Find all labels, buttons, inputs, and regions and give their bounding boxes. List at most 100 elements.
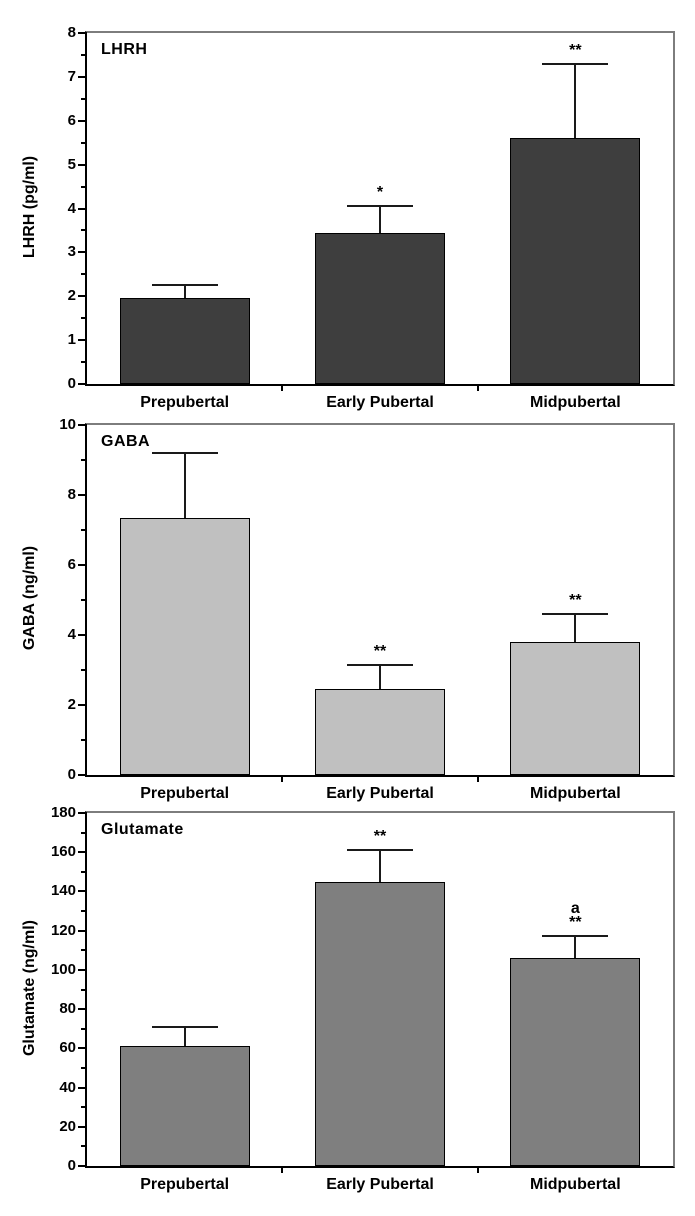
- y-tick-label: 0: [67, 766, 76, 783]
- y-minor-tick: [81, 669, 87, 671]
- y-tick-label: 6: [67, 556, 76, 573]
- y-tick-label: 8: [67, 486, 76, 503]
- y-tick-label: 3: [67, 243, 76, 261]
- y-minor-tick: [81, 361, 87, 364]
- y-major-tick: [78, 75, 87, 78]
- y-tick-label: 40: [59, 1078, 76, 1096]
- significance-annotation: **: [330, 642, 430, 660]
- y-major-tick: [78, 251, 87, 254]
- y-minor-tick: [81, 229, 87, 232]
- y-tick-label: 2: [67, 696, 76, 713]
- y-minor-tick: [81, 1027, 87, 1030]
- error-bar-cap: [151, 452, 218, 454]
- plot-area: Glutamate 0 20 40 60 80 100 120 140 160 180 ** a **: [51, 804, 675, 1174]
- y-minor-tick: [81, 831, 87, 834]
- error-bar-cap: [542, 62, 609, 65]
- error-bar-stem: [379, 664, 381, 690]
- x-category-label: Early Pubertal: [326, 394, 434, 411]
- x-category-label: Midpubertal: [529, 394, 621, 411]
- y-major-tick: [78, 119, 87, 122]
- x-tick: [281, 386, 284, 391]
- y-major-tick: [78, 812, 87, 814]
- y-major-tick: [78, 1165, 87, 1167]
- y-minor-tick: [81, 317, 87, 320]
- error-bar-cap: [542, 613, 609, 615]
- error-bar-stem: [183, 285, 186, 299]
- bar-midpubertal: [510, 138, 641, 384]
- chart-panel-gaba: GABA (ng/ml) GABA 0 2 4 6 8 10 ** ** Prepuberta…: [0, 416, 695, 818]
- y-minor-tick: [81, 1145, 87, 1148]
- y-major-tick: [78, 1125, 87, 1128]
- significance-annotation-line: **: [569, 41, 582, 59]
- x-tick: [281, 1168, 284, 1173]
- bar-early-pubertal: [315, 232, 445, 384]
- y-tick-label: 4: [67, 199, 76, 217]
- y-tick-label: 8: [67, 24, 76, 41]
- y-tick-label: 5: [67, 155, 76, 173]
- y-tick-label: 100: [50, 960, 76, 978]
- y-tick-label: 6: [67, 111, 76, 129]
- y-tick-label: 4: [67, 626, 76, 643]
- error-bar-stem: [379, 850, 381, 882]
- significance-annotation: **: [525, 41, 625, 59]
- y-axis-label: Glutamate (ng/ml): [21, 919, 38, 1056]
- y-tick-label: 180: [50, 804, 76, 821]
- significance-annotation-line: **: [373, 828, 387, 846]
- error-bar-cap: [151, 1025, 218, 1028]
- y-minor-tick: [81, 739, 87, 741]
- significance-annotation: **: [525, 593, 625, 609]
- y-major-tick: [78, 207, 87, 210]
- y-major-tick: [78, 295, 87, 298]
- significance-annotation-line: *: [376, 184, 384, 202]
- bar-prepubertal: [119, 1046, 250, 1166]
- y-tick-label: 80: [59, 1000, 76, 1018]
- y-tick-label: 140: [50, 882, 76, 900]
- significance-annotation-line: a: [570, 899, 580, 917]
- y-minor-tick: [81, 1106, 87, 1109]
- y-tick-label: 160: [50, 843, 76, 861]
- y-major-tick: [78, 634, 87, 636]
- y-minor-tick: [81, 185, 87, 188]
- error-bar-stem: [183, 453, 186, 518]
- error-bar-cap: [542, 934, 609, 937]
- y-minor-tick: [81, 97, 87, 100]
- y-major-tick: [78, 968, 87, 971]
- x-tick: [281, 777, 284, 782]
- y-major-tick: [78, 890, 87, 893]
- y-major-tick: [78, 1008, 87, 1011]
- x-category-label: Early Pubertal: [326, 1176, 434, 1193]
- plot-title: LHRH: [101, 41, 148, 58]
- significance-annotation: a **: [525, 900, 625, 930]
- chart-panel-lhrh: LHRH (pg/ml) LHRH 0 1 2 3 4 5 6 7 8 * ** Prepubert…: [0, 24, 695, 427]
- y-minor-tick: [81, 988, 87, 991]
- bar-prepubertal: [119, 517, 250, 775]
- error-bar-stem: [574, 935, 577, 959]
- bar-early-pubertal: [315, 689, 445, 775]
- error-bar-cap: [347, 849, 413, 852]
- bar-midpubertal: [510, 642, 641, 775]
- x-tick: [476, 1168, 479, 1173]
- y-major-tick: [78, 1047, 87, 1050]
- x-tick: [476, 386, 479, 391]
- error-bar-cap: [347, 205, 413, 208]
- y-minor-tick: [81, 910, 87, 913]
- y-tick-label: 60: [59, 1039, 76, 1057]
- y-major-tick: [78, 704, 87, 706]
- y-tick-label: 7: [67, 67, 76, 85]
- y-tick-label: 0: [67, 375, 76, 392]
- y-minor-tick: [81, 141, 87, 144]
- y-major-tick: [78, 564, 87, 566]
- y-minor-tick: [81, 273, 87, 276]
- significance-annotation-line: **: [569, 913, 582, 931]
- error-bar-cap: [347, 663, 413, 666]
- y-tick-label: 20: [59, 1117, 76, 1135]
- x-category-label: Prepubertal: [140, 1176, 230, 1193]
- y-tick-label: 1: [67, 331, 76, 349]
- x-category-label: Midpubertal: [529, 785, 621, 802]
- y-tick-label: 10: [59, 416, 76, 433]
- significance-annotation-line: **: [373, 642, 387, 660]
- y-minor-tick: [81, 599, 87, 601]
- bar-early-pubertal: [315, 881, 445, 1166]
- bar-prepubertal: [119, 298, 250, 384]
